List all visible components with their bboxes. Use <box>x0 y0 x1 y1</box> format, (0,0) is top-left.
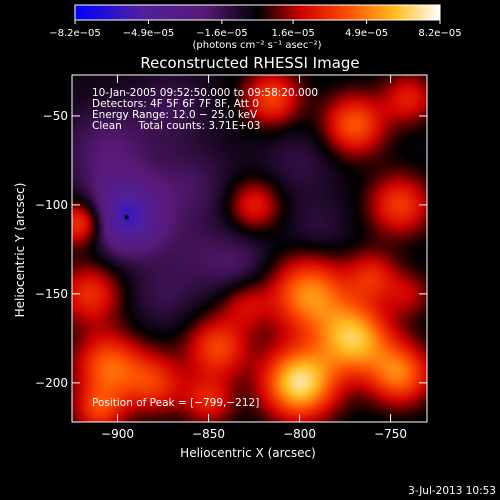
colorbar-tick-label: 4.9e−05 <box>345 28 388 39</box>
x-tick-label: −850 <box>192 427 225 441</box>
x-tick-label: −750 <box>374 427 407 441</box>
x-axis-title: Heliocentric X (arcsec) <box>180 446 316 460</box>
colorbar-unit-label: (photons cm⁻² s⁻¹ asec⁻²) <box>192 40 321 51</box>
annotations: 10-Jan-2005 09:52:50.000 to 09:58:20.000… <box>92 87 318 409</box>
colorbar-gradient <box>74 4 441 21</box>
x-tick-label: −900 <box>101 427 134 441</box>
heatmap-image <box>72 75 427 422</box>
x-tick-label: −800 <box>283 427 316 441</box>
colorbar-tick-label: 8.2e−05 <box>418 28 461 39</box>
y-tick-label: −100 <box>35 198 68 212</box>
chart-title: Reconstructed RHESSI Image <box>140 54 359 72</box>
plot-area: −900 −850 −800 −750 −50 −100 −150 −200 <box>35 74 428 441</box>
peak-position-annotation: Position of Peak = [−799,−212] <box>92 397 259 409</box>
y-axis-ticks: −50 −100 −150 −200 <box>35 109 427 390</box>
y-axis-title: Heliocentric Y (arcsec) <box>13 183 27 318</box>
plot-frame <box>71 74 428 423</box>
colorbar-tick-label: −1.6e−05 <box>196 28 248 39</box>
y-tick-label: −150 <box>35 287 68 301</box>
colorbar-ticks: −8.2e−05 −4.9e−05 −1.6e−05 1.6e−05 4.9e−05 8.… <box>49 20 462 39</box>
colorbar: −8.2e−05 −4.9e−05 −1.6e−05 1.6e−05 4.9e−05 8.… <box>49 4 462 51</box>
colorbar-tick-label: −8.2e−05 <box>49 28 101 39</box>
minimum-marker-dot <box>124 215 129 220</box>
clean-annotation: Clean Total counts: 3.71E+03 <box>92 120 261 132</box>
minimum-marker <box>124 215 129 220</box>
detectors-annotation: Detectors: 4F 5F 6F 7F 8F, Att 0 <box>92 98 259 110</box>
colorbar-tick-label: 1.6e−05 <box>272 28 315 39</box>
energy-annotation: Energy Range: 12.0 − 25.0 keV <box>92 109 258 121</box>
y-tick-label: −200 <box>35 376 68 390</box>
y-tick-label: −50 <box>43 109 68 123</box>
x-axis-ticks: −900 −850 −800 −750 <box>101 75 407 441</box>
time-range-annotation: 10-Jan-2005 09:52:50.000 to 09:58:20.000 <box>92 87 318 99</box>
colorbar-tick-label: −4.9e−05 <box>123 28 175 39</box>
footer-timestamp: 3-Jul-2013 10:53 <box>408 485 496 497</box>
